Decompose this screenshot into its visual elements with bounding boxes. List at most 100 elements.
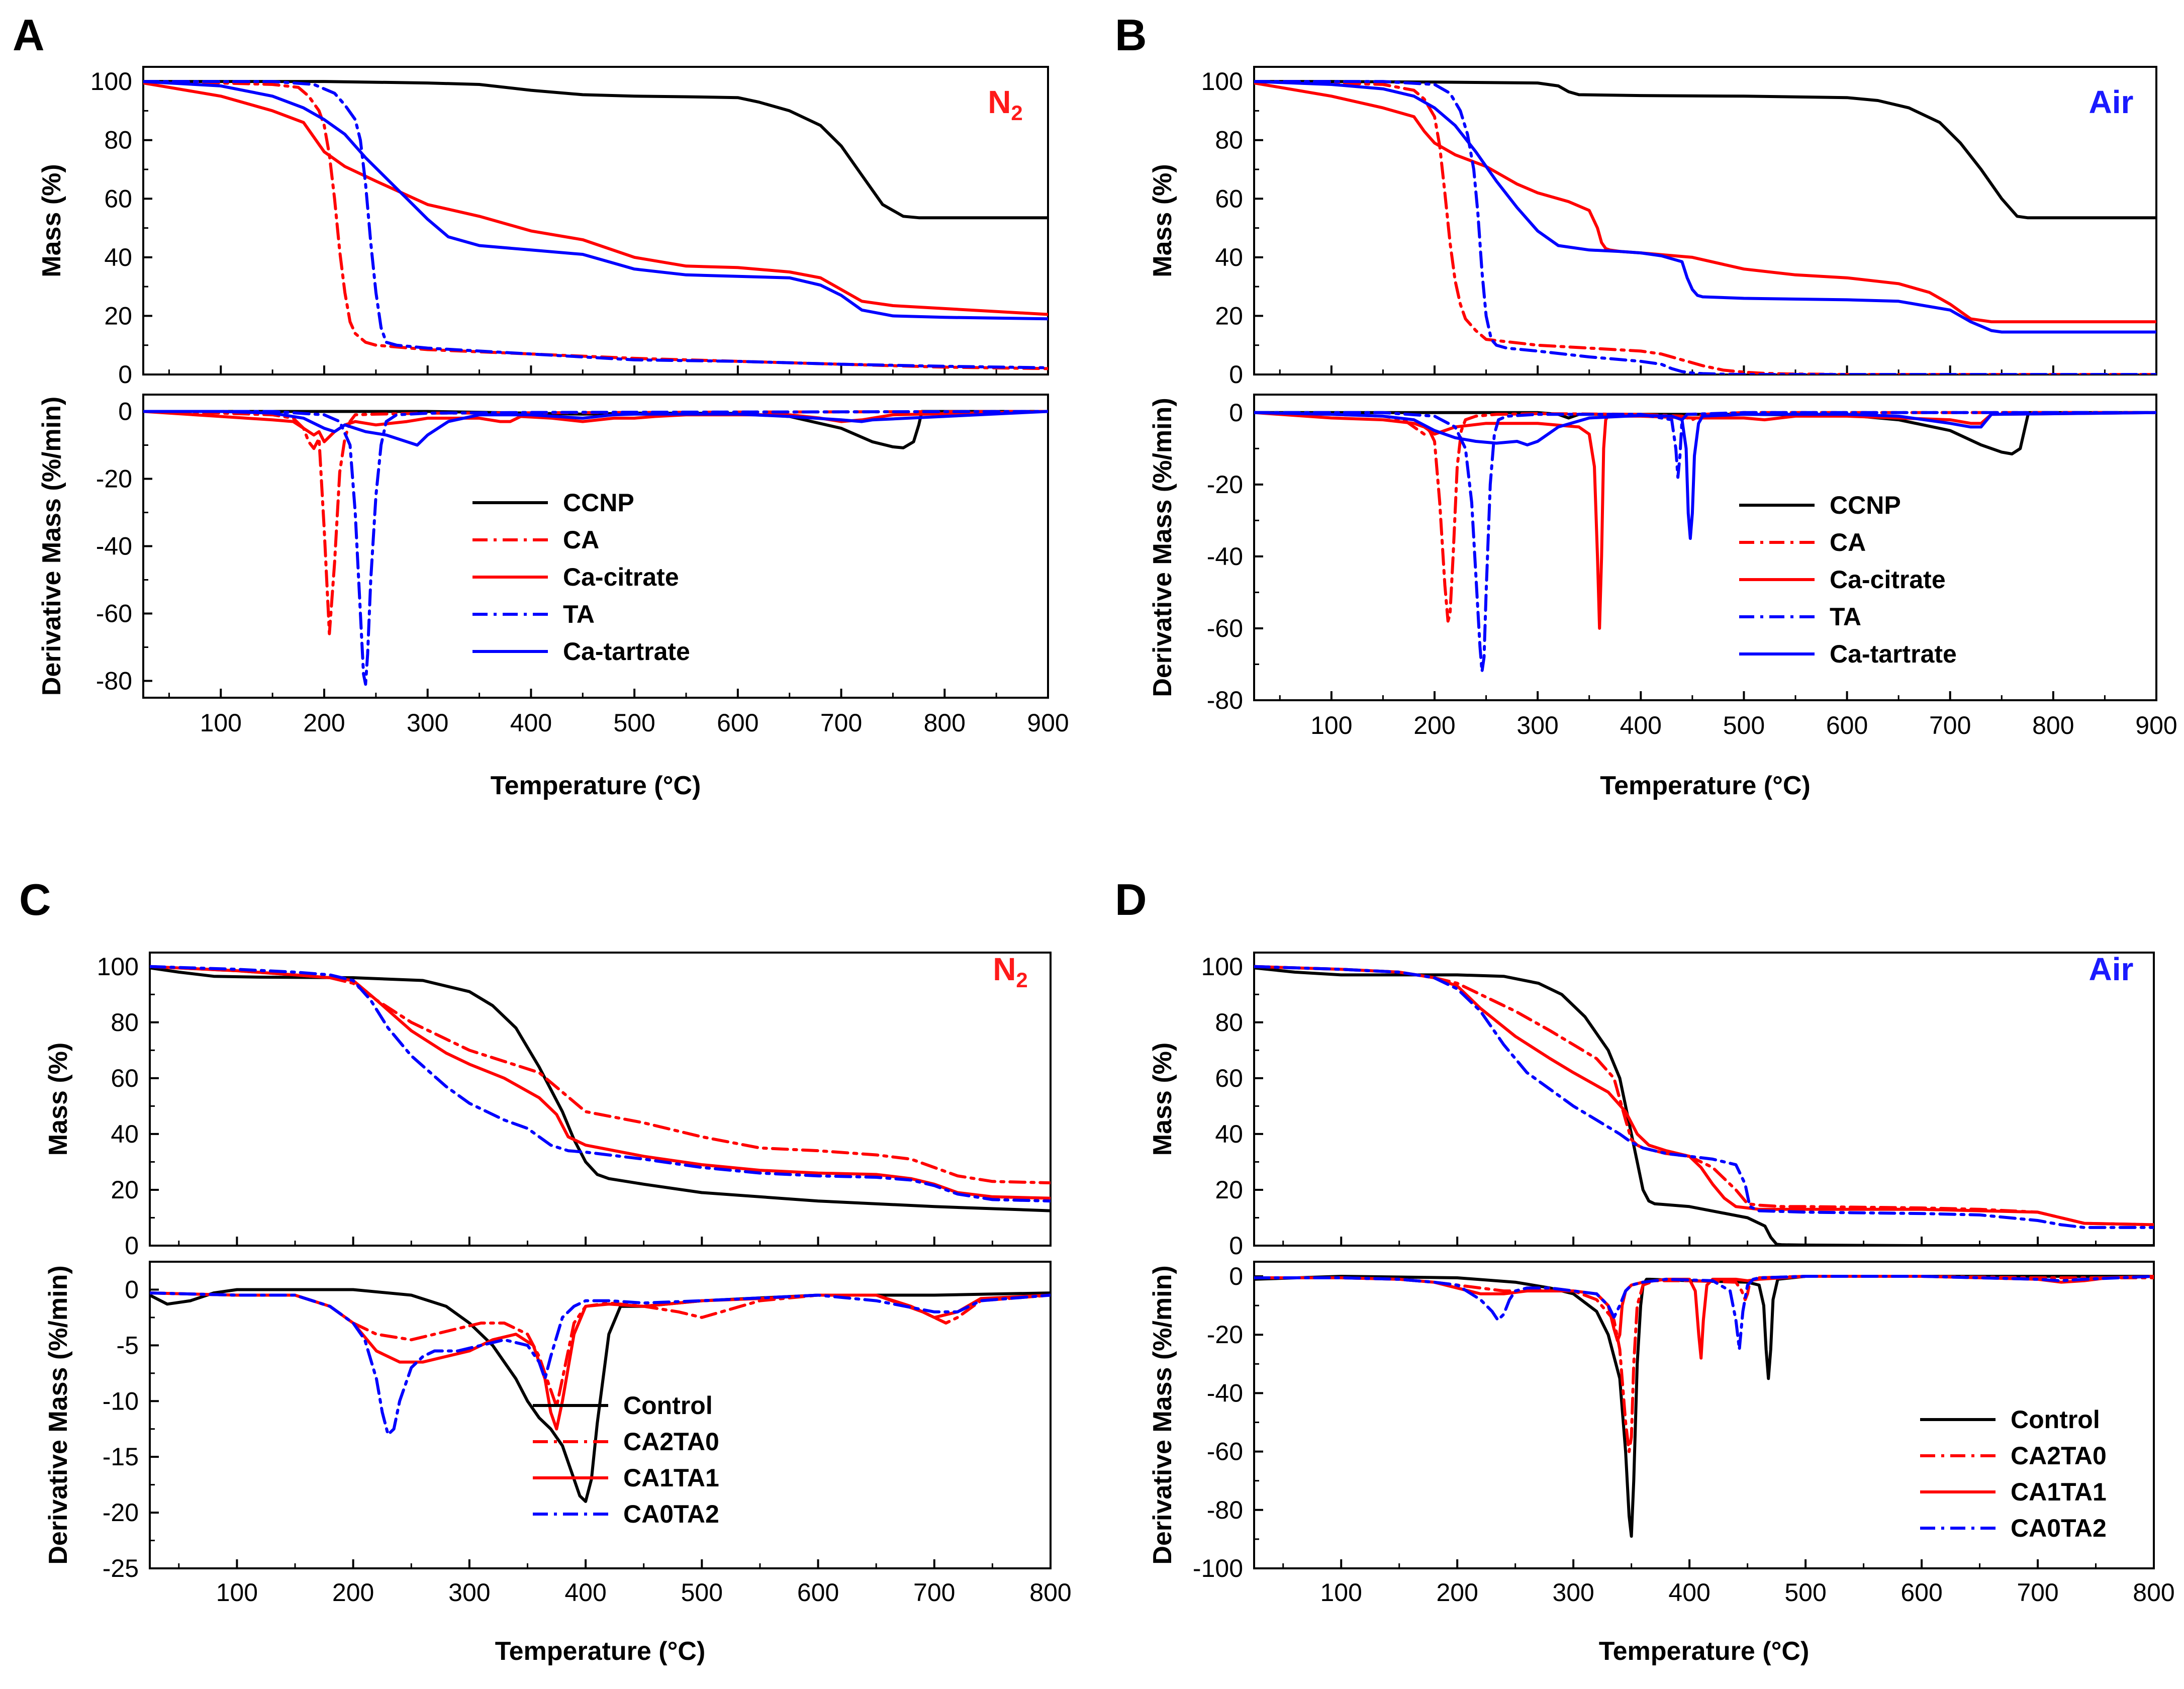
legend-label-ca-citrate: Ca-citrate bbox=[563, 563, 679, 591]
series-line-control bbox=[150, 966, 1051, 1212]
series-line-ca0ta2 bbox=[150, 965, 1051, 1203]
legend-label-control: Control bbox=[623, 1391, 713, 1420]
legend-label-ca1ta1: CA1TA1 bbox=[2011, 1478, 2107, 1506]
series-line-control bbox=[1254, 1275, 2154, 1538]
legend-label-ca-citrate: Ca-citrate bbox=[1830, 566, 1946, 594]
x-tick-label: 200 bbox=[332, 1578, 374, 1607]
x-axis-label: Temperature (°C) bbox=[495, 1637, 706, 1666]
x-tick-label: 500 bbox=[1723, 711, 1765, 739]
series-line-ta bbox=[1254, 80, 2156, 374]
legend-label-ca-tartrate: Ca-tartrate bbox=[563, 637, 690, 666]
x-tick-label: 800 bbox=[1029, 1578, 1071, 1607]
series-line-ca-tartrate bbox=[1254, 411, 2156, 540]
x-tick-label: 700 bbox=[2017, 1578, 2058, 1607]
legend: CCNP CA Ca-citrate TA Ca-tartrate bbox=[1739, 491, 1957, 668]
x-tick-label: 300 bbox=[407, 709, 448, 737]
y-tick-label: 100 bbox=[97, 953, 139, 981]
y-tick-label: -80 bbox=[1207, 1496, 1243, 1524]
series-line-ca1ta1 bbox=[150, 1291, 1051, 1431]
atmosphere-label: N2 bbox=[988, 84, 1023, 125]
x-tick-label: 800 bbox=[2032, 711, 2074, 739]
y-tick-label: -80 bbox=[96, 667, 132, 695]
x-tick-label: 700 bbox=[1929, 711, 1971, 739]
y-tick-label: -20 bbox=[1207, 471, 1243, 499]
atmosphere-subscript: 2 bbox=[1016, 968, 1027, 992]
y-tick-label: 80 bbox=[1215, 1008, 1243, 1037]
series-line-ca bbox=[1254, 80, 2156, 374]
y-tick-label: 60 bbox=[1215, 1064, 1243, 1092]
y-tick-label: -15 bbox=[103, 1443, 139, 1471]
y-axis-label: Mass (%) bbox=[44, 1043, 73, 1156]
series-line-ca1ta1 bbox=[150, 965, 1051, 1200]
panel-label: D bbox=[1115, 875, 1147, 924]
axes-frame bbox=[149, 1261, 1052, 1569]
y-tick-label: 40 bbox=[1215, 1120, 1243, 1148]
y-axis-label: Derivative Mass (%/min) bbox=[1148, 398, 1177, 697]
legend: Control CA2TA0 CA1TA1 CA0TA2 bbox=[533, 1391, 719, 1528]
series-line-ca2ta0 bbox=[150, 965, 1051, 1185]
series-line-control bbox=[1254, 966, 2154, 1246]
legend-label-ca: CA bbox=[1830, 528, 1866, 556]
y-axis-label: Derivative Mass (%/min) bbox=[37, 397, 66, 696]
x-tick-label: 200 bbox=[1436, 1578, 1478, 1607]
legend-label-ca1ta1: CA1TA1 bbox=[623, 1464, 719, 1492]
y-tick-label: -20 bbox=[96, 465, 132, 493]
y-tick-label: 0 bbox=[118, 360, 132, 389]
panel-label: B bbox=[1115, 10, 1147, 60]
x-tick-label: 100 bbox=[1310, 711, 1352, 739]
atmosphere-subscript: 2 bbox=[1011, 101, 1022, 125]
y-tick-label: -100 bbox=[1193, 1554, 1243, 1582]
legend-label-ccnp: CCNP bbox=[1830, 491, 1901, 519]
y-tick-label: 80 bbox=[111, 1008, 139, 1037]
atmosphere-label: Air bbox=[2089, 951, 2134, 987]
legend-label-ccnp: CCNP bbox=[563, 489, 634, 517]
series-line-ta bbox=[143, 410, 1048, 686]
axes-frame bbox=[142, 66, 1049, 376]
series-line-ca-tartrate bbox=[143, 80, 1048, 321]
x-tick-label: 800 bbox=[924, 709, 966, 737]
series-line-control bbox=[150, 1288, 1051, 1503]
legend-label-ca: CA bbox=[563, 526, 599, 554]
y-tick-label: 40 bbox=[104, 243, 132, 271]
y-tick-label: -60 bbox=[1207, 1438, 1243, 1466]
y-tick-label: 0 bbox=[1229, 360, 1243, 389]
y-tick-label: -5 bbox=[117, 1331, 139, 1359]
x-tick-label: 600 bbox=[797, 1578, 839, 1607]
y-axis-label: Mass (%) bbox=[1148, 1043, 1177, 1156]
y-tick-label: 20 bbox=[104, 302, 132, 330]
x-tick-label: 100 bbox=[216, 1578, 258, 1607]
x-tick-label: 500 bbox=[681, 1578, 723, 1607]
series-line-ca0ta2 bbox=[1254, 1275, 2154, 1351]
x-tick-label: 600 bbox=[1826, 711, 1868, 739]
axes-frame bbox=[149, 952, 1052, 1247]
series-line-ca1ta1 bbox=[1254, 965, 2154, 1227]
atmosphere-label: N2 bbox=[993, 951, 1028, 992]
series-line-ta bbox=[1254, 411, 2156, 673]
x-axis-label: Temperature (°C) bbox=[1600, 771, 1811, 800]
panel-b: B 0 20 40 60 80 100 Mass (%) -80 -60 -40 -20 0 100 200… bbox=[1115, 10, 2177, 800]
x-tick-label: 700 bbox=[820, 709, 862, 737]
x-tick-label: 800 bbox=[2133, 1578, 2174, 1607]
y-tick-label: 0 bbox=[1229, 1262, 1243, 1290]
y-tick-label: -60 bbox=[1207, 614, 1243, 642]
series-group bbox=[150, 965, 1051, 1212]
series-group bbox=[1254, 80, 2156, 374]
y-tick-label: -25 bbox=[103, 1554, 139, 1582]
y-tick-label: 0 bbox=[1229, 1232, 1243, 1260]
x-tick-label: 500 bbox=[613, 709, 655, 737]
x-tick-label: 700 bbox=[913, 1578, 955, 1607]
axes-frame bbox=[1253, 394, 2157, 701]
y-tick-label: -20 bbox=[103, 1498, 139, 1527]
legend: Control CA2TA0 CA1TA1 CA0TA2 bbox=[1920, 1405, 2107, 1542]
y-tick-label: 60 bbox=[1215, 184, 1243, 213]
legend-label-ca2ta0: CA2TA0 bbox=[623, 1428, 719, 1456]
deriv-plot: -100 -80 -60 -40 -20 0 100 200 300 400 500 600 700 80… bbox=[1148, 1261, 2175, 1607]
axes-frame bbox=[1253, 952, 2155, 1247]
x-tick-label: 300 bbox=[448, 1578, 490, 1607]
legend-label-ca0ta2: CA0TA2 bbox=[2011, 1514, 2107, 1542]
y-axis-label: Derivative Mass (%/min) bbox=[44, 1265, 73, 1564]
series-line-ca1ta1 bbox=[1254, 1275, 2154, 1360]
y-tick-label: -20 bbox=[1207, 1321, 1243, 1349]
series-group bbox=[143, 80, 1048, 370]
